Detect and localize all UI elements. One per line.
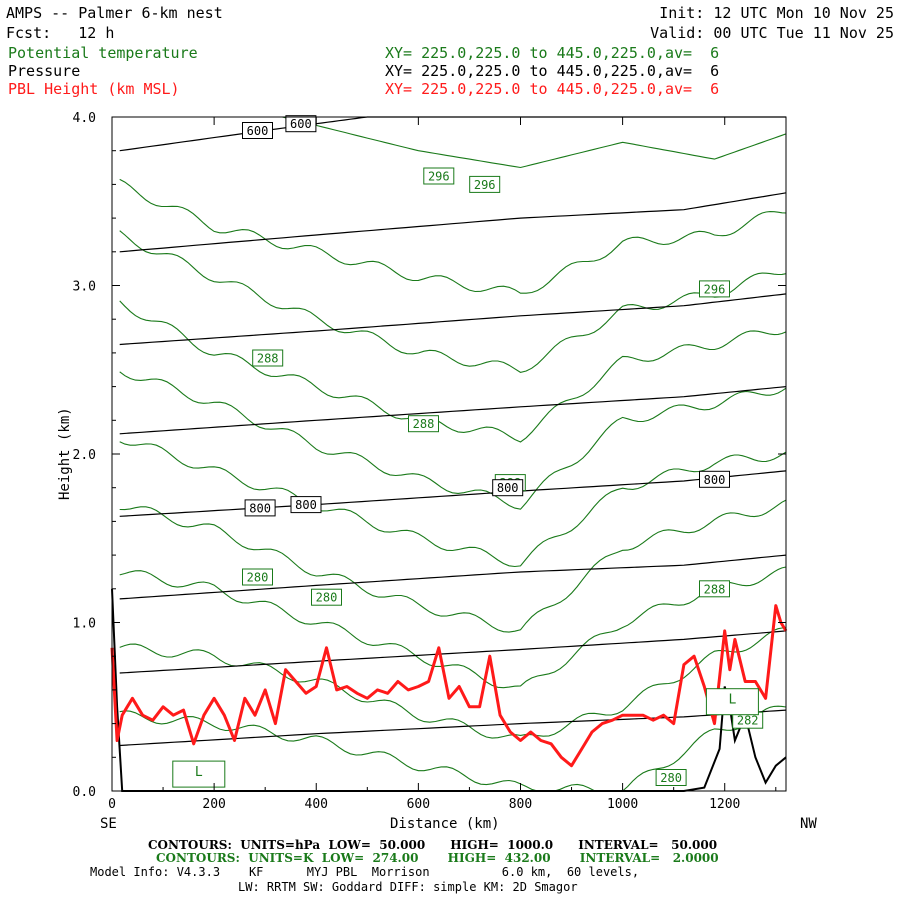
footer-theta-contours: CONTOURS: UNITS=K LOW= 274.00 HIGH= 432.…: [156, 851, 719, 865]
theta-contour-label: 282: [737, 714, 759, 728]
y-tick-label: 1.0: [73, 617, 96, 632]
pressure-contour-label: 800: [295, 498, 317, 512]
theta-contour-line: [119, 499, 787, 633]
theta-contour-label: 288: [257, 352, 279, 366]
low-marker-box: [705, 688, 759, 716]
theta-contour-line: [119, 441, 787, 568]
theta-contour-label-box: [469, 175, 501, 193]
theta-contour-label-box: [242, 568, 273, 586]
theta-contour-label-box: [408, 415, 439, 433]
x-tick-label: 800: [509, 797, 532, 812]
endpoint-right: NW: [800, 816, 817, 832]
low-marker-box: [172, 760, 226, 788]
model-title: AMPS -- Palmer 6-km nest: [6, 4, 223, 22]
theta-contour-label: 280: [247, 571, 269, 585]
theta-contour-label: 296: [474, 178, 496, 192]
pressure-contour-label-box: [242, 122, 273, 139]
plot-frame: [111, 116, 787, 792]
theta-contour-label-box: [252, 349, 284, 367]
pressure-contour-line: [119, 709, 787, 747]
x-tick-label: 400: [305, 797, 328, 812]
x-tick-label: 1000: [607, 797, 638, 812]
pressure-contour-line: [119, 293, 787, 346]
theta-contour-line: [119, 230, 787, 373]
legend-pressure-label: Pressure: [8, 62, 81, 80]
pressure-contour-line: [119, 192, 787, 253]
theta-contour-label-box: [699, 280, 730, 298]
low-marker: L: [728, 693, 736, 708]
forecast-hour: Fcst: 12 h: [6, 24, 115, 42]
theta-contour-label-box: [655, 769, 687, 786]
pbl-series: [110, 604, 788, 768]
pressure-contour-line: [119, 386, 787, 435]
pressure-contour-line: [119, 554, 787, 600]
pressure-contour-label-box: [492, 479, 524, 497]
pressure-contour-label: 600: [247, 124, 269, 138]
init-time: Init: 12 UTC Mon 10 Nov 25: [659, 4, 894, 22]
pressure-contour-label-box: [244, 499, 276, 517]
pressure-contour-line: [119, 630, 787, 674]
pbl-height-line: [110, 604, 788, 768]
pressure-contour-label: 800: [704, 473, 726, 487]
cross-section-chart: 2962962962882882882802802882802826006008…: [73, 111, 788, 812]
footer-pressure-contours: CONTOURS: UNITS=hPa LOW= 50.000 HIGH= 10…: [148, 838, 718, 852]
low-marker: L: [195, 765, 203, 780]
legend-pbl-label: PBL Height (km MSL): [8, 80, 180, 98]
theta-contour-label: 280: [660, 771, 682, 785]
legend-pressure-xsec: XY= 225.0,225.0 to 445.0,225.0,av= 6: [385, 62, 720, 80]
valid-time: Valid: 00 UTC Tue 11 Nov 25: [650, 24, 894, 42]
pressure-contour-line: [119, 116, 786, 152]
x-tick-label: 1200: [709, 797, 740, 812]
legend-theta-label: Potential temperature: [8, 44, 198, 62]
legend-theta-xsec: XY= 225.0,225.0 to 445.0,225.0,av= 6: [385, 44, 720, 62]
pressure-contours: [111, 116, 787, 792]
theta-contour-line: [119, 566, 787, 689]
y-tick-label: 3.0: [73, 280, 96, 295]
pressure-contour-label: 800: [497, 481, 519, 495]
theta-contour-line: [119, 116, 787, 169]
y-tick-label: 0.0: [73, 785, 96, 800]
x-tick-label: 200: [202, 797, 225, 812]
pressure-contour-label-box: [699, 470, 730, 488]
y-tick-label: 2.0: [73, 448, 96, 463]
x-tick-label: 600: [407, 797, 430, 812]
theta-contour-line: [119, 178, 787, 294]
theta-contour-label-box: [311, 588, 342, 606]
pressure-contour-label-box: [290, 496, 322, 514]
y-axis-label: Height (km): [57, 407, 73, 500]
theta-contour-label-box: [423, 167, 455, 185]
theta-contour-line: [119, 300, 787, 443]
footer-model-info: Model Info: V4.3.3 KF MYJ PBL Morrison 6…: [90, 865, 640, 879]
legend-pbl-xsec: XY= 225.0,225.0 to 445.0,225.0,av= 6: [385, 80, 720, 98]
pressure-contour-label: 800: [249, 501, 271, 515]
footer-physics: LW: RRTM SW: Goddard DIFF: simple KM: 2D…: [238, 880, 578, 894]
theta-contours: [119, 116, 787, 792]
theta-contour-label: 296: [704, 282, 726, 296]
pressure-contour-line: [119, 470, 787, 517]
theta-contour-label: 288: [413, 417, 435, 431]
theta-contour-label: 280: [316, 591, 338, 605]
endpoint-left: SE: [100, 816, 117, 832]
theta-contour-label: 296: [428, 170, 450, 184]
x-tick-label: 0: [108, 797, 116, 812]
pressure-contour-label: 600: [290, 117, 312, 131]
theta-contour-label-box: [699, 580, 730, 598]
y-tick-label: 4.0: [73, 111, 96, 126]
x-axis-label: Distance (km): [390, 816, 500, 832]
theta-contour-line: [119, 627, 787, 739]
theta-contour-label: 288: [704, 582, 726, 596]
theta-contour-line: [119, 371, 787, 510]
